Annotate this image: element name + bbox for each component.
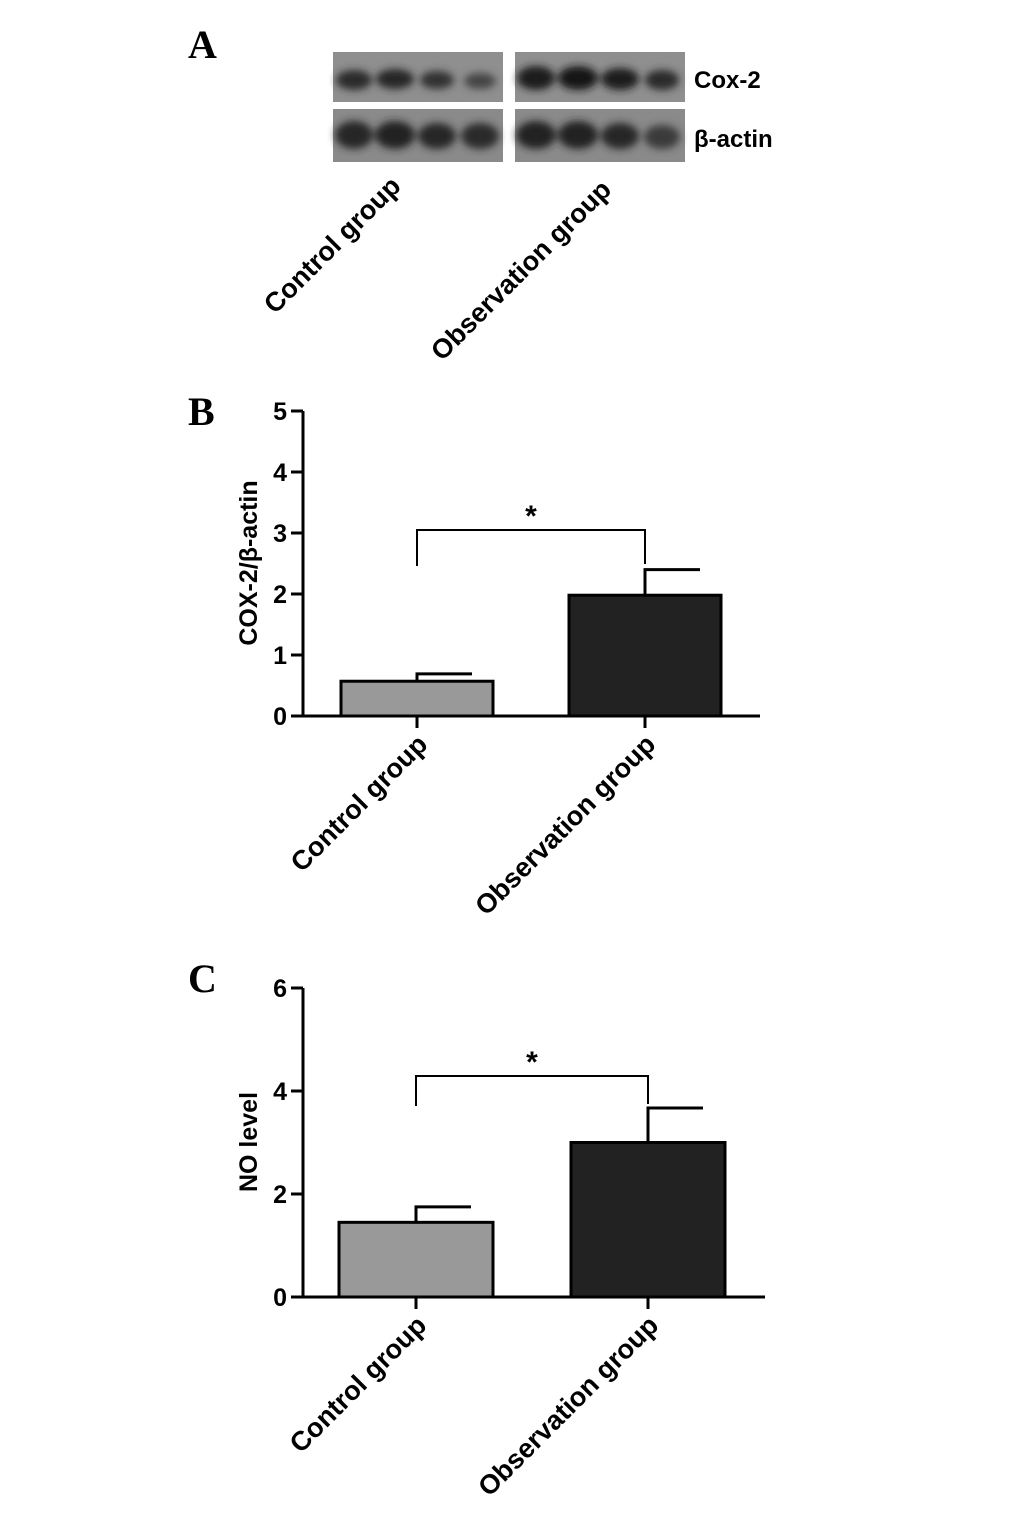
y-tick-label: 4 [273,1078,287,1106]
bar [337,1220,495,1299]
band [464,73,496,89]
x-category-label: Control group [285,729,433,877]
band [336,70,372,90]
blot-label-cox2: Cox-2 [694,67,761,94]
blot-group-label-control: Control group [258,171,406,319]
significance-bracket [416,529,646,566]
band [418,123,456,149]
x-category-label: Control group [284,1310,432,1458]
band [516,121,556,149]
panel-b: B COX-2/β-actin 0 1 2 3 4 5 Control group Obser… [188,389,760,921]
y-tick-label: 6 [273,975,287,1003]
panel-c-letter: C [188,956,217,1001]
panel-a-letter: A [188,22,217,67]
panel-a: A [188,22,773,366]
band [335,121,373,149]
y-tick-label: 2 [273,581,287,609]
significance-marker: * [526,1046,538,1079]
blot-image [333,52,685,162]
panel-c-y-axis-title: NO level [235,1092,263,1192]
panel-b-plot: 0 1 2 3 4 5 Control group Observation group * [273,398,760,921]
bar [567,593,723,718]
blot-group-label-observation: Observation group [425,174,617,366]
panel-c: C NO level 0 2 4 6 Control group Observation … [188,956,765,1502]
bar [569,1141,727,1299]
y-tick-label: 1 [273,642,287,670]
significance-marker: * [525,500,537,533]
blot-bands [335,66,680,149]
x-category-label: Observation group [469,729,661,921]
band [601,123,639,149]
panel-b-letter: B [188,389,215,434]
band [558,121,598,149]
band [376,69,414,89]
x-category-label: Observation group [472,1310,664,1502]
y-tick-label: 5 [273,398,287,426]
band [645,70,679,90]
band [601,68,639,90]
band [517,66,555,90]
blot-label-actin: β-actin [694,126,773,153]
band [420,71,454,89]
y-tick-label: 3 [273,520,287,548]
y-tick-label: 2 [273,1181,287,1209]
significance-bracket [415,1075,649,1106]
panel-b-y-axis-title: COX-2/β-actin [235,480,263,645]
y-tick-label: 4 [273,459,287,487]
bar [339,679,495,718]
band [375,121,415,149]
y-tick-label: 0 [273,703,287,731]
panel-c-plot: 0 2 4 6 Control group Observation group * [273,975,765,1502]
y-tick-label: 0 [273,1284,287,1312]
band [558,66,598,90]
band [461,123,499,149]
band [644,125,680,149]
